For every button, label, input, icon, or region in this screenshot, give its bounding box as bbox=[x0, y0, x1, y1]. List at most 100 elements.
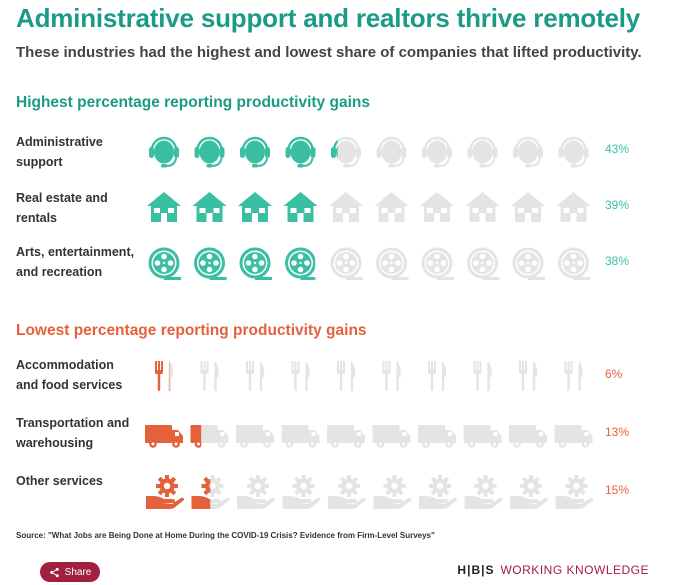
headset-icon bbox=[331, 139, 338, 159]
truck-icon bbox=[145, 425, 183, 448]
fork-knife-icon bbox=[246, 361, 265, 391]
value-label: 13% bbox=[605, 425, 630, 439]
industry-label-line: and recreation bbox=[16, 265, 103, 279]
fork-knife-icon bbox=[428, 361, 447, 391]
pictogram-bar bbox=[142, 125, 597, 175]
industry-label-line: Accommodation bbox=[16, 358, 114, 372]
industry-row: Transportation and warehousing bbox=[0, 408, 679, 458]
pictogram-bar bbox=[142, 466, 597, 516]
pictogram-fill-layer bbox=[145, 425, 202, 448]
fork-knife-icon bbox=[337, 361, 356, 391]
fork-knife-icon bbox=[382, 361, 401, 391]
industry-label-line: Arts, entertainment, bbox=[16, 245, 135, 259]
industry-label-line: Real estate and bbox=[16, 191, 108, 205]
share-icon bbox=[49, 567, 59, 577]
headset-icon bbox=[285, 136, 316, 168]
fork-knife-icon bbox=[564, 361, 583, 391]
truck-icon bbox=[236, 425, 274, 448]
value-label: 39% bbox=[605, 198, 630, 212]
headset-icon bbox=[194, 136, 225, 168]
pictogram-empty-layer bbox=[155, 361, 583, 391]
film-reel-icon bbox=[558, 247, 591, 280]
section-title-lowest: Lowest percentage reporting productivity… bbox=[16, 322, 367, 339]
industry-label-line: warehousing bbox=[16, 436, 94, 450]
pictogram-bar bbox=[142, 181, 597, 231]
pictogram-fill-layer bbox=[149, 136, 338, 168]
pictogram-svg bbox=[145, 425, 593, 448]
headset-icon bbox=[513, 136, 543, 168]
pictogram-fill-layer bbox=[148, 247, 315, 280]
chart-title: Administrative support and realtors thri… bbox=[16, 3, 641, 33]
pictogram-svg bbox=[146, 475, 594, 509]
brand-name: WORKING KNOWLEDGE bbox=[500, 563, 649, 577]
value-label: 38% bbox=[605, 254, 630, 268]
film-reel-icon bbox=[330, 247, 363, 280]
gear-hand-icon bbox=[191, 476, 211, 509]
house-icon bbox=[511, 192, 545, 222]
share-button[interactable]: Share bbox=[40, 562, 100, 582]
value-label: 15% bbox=[605, 483, 630, 497]
film-reel-icon bbox=[467, 247, 500, 280]
industry-label: Real estate and rentals bbox=[16, 188, 141, 228]
gear-hand-icon bbox=[237, 475, 275, 509]
house-icon bbox=[192, 192, 227, 222]
pictogram-bar bbox=[142, 408, 597, 458]
house-icon bbox=[420, 192, 454, 222]
film-reel-icon bbox=[512, 247, 545, 280]
gear-hand-icon bbox=[510, 475, 548, 509]
film-reel-icon bbox=[148, 247, 181, 280]
industry-row: Real estate and rentals bbox=[0, 181, 679, 231]
industry-label: Accommodation and food services bbox=[16, 355, 141, 395]
pictogram-fill-layer bbox=[147, 192, 318, 222]
industry-label-line: and food services bbox=[16, 378, 123, 392]
industry-label: Administrative support bbox=[16, 132, 141, 172]
truck-icon bbox=[463, 425, 502, 448]
headset-icon bbox=[376, 136, 407, 168]
gear-hand-icon bbox=[282, 475, 321, 509]
pictogram-fill-layer bbox=[155, 361, 170, 391]
industry-label-line: Transportation and bbox=[16, 416, 130, 430]
industry-label: Arts, entertainment, and recreation bbox=[16, 242, 141, 282]
pictogram-empty-layer bbox=[145, 425, 593, 448]
industry-row: Arts, entertainment, and recreation bbox=[0, 237, 679, 287]
industry-label-line: support bbox=[16, 155, 63, 169]
gear-hand-icon bbox=[464, 475, 503, 509]
pictogram-svg bbox=[147, 192, 591, 222]
gear-hand-icon bbox=[555, 475, 594, 509]
brand-logo[interactable]: H|B|S WORKING KNOWLEDGE bbox=[457, 563, 649, 577]
share-label: Share bbox=[64, 566, 92, 578]
film-reel-icon bbox=[376, 247, 409, 280]
industry-row: Other services bbox=[0, 466, 679, 516]
truck-icon bbox=[554, 425, 593, 448]
fork-knife-icon bbox=[473, 361, 492, 391]
section-title-highest: Highest percentage reporting productivit… bbox=[16, 94, 370, 111]
gear-hand-icon bbox=[419, 475, 457, 509]
industry-row: Administrative support bbox=[0, 125, 679, 175]
gear-hand-icon bbox=[146, 475, 184, 509]
truck-icon bbox=[327, 425, 365, 448]
headset-icon bbox=[149, 136, 179, 168]
truck-icon bbox=[509, 425, 547, 448]
pictogram-bar bbox=[142, 237, 597, 287]
film-reel-icon bbox=[285, 247, 315, 280]
truck-icon bbox=[372, 425, 411, 448]
house-icon bbox=[329, 192, 363, 222]
industry-label-line: Administrative bbox=[16, 135, 103, 149]
film-reel-icon bbox=[194, 247, 227, 280]
source-note: Source: "What Jobs are Being Done at Hom… bbox=[16, 531, 435, 540]
industry-label: Transportation and warehousing bbox=[16, 413, 141, 453]
chart-subtitle: These industries had the highest and low… bbox=[16, 44, 642, 61]
house-icon bbox=[465, 192, 500, 222]
pictogram-fill-layer bbox=[146, 475, 211, 509]
gear-hand-icon bbox=[328, 475, 366, 509]
pictogram-svg bbox=[149, 136, 589, 168]
industry-label: Other services bbox=[16, 471, 141, 491]
headset-icon bbox=[467, 136, 498, 168]
value-label: 43% bbox=[605, 142, 630, 156]
pictogram-svg bbox=[148, 247, 591, 280]
truck-icon bbox=[281, 425, 320, 448]
film-reel-icon bbox=[421, 247, 454, 280]
brand-hbs: H|B|S bbox=[457, 563, 495, 577]
value-label: 6% bbox=[605, 367, 623, 381]
film-reel-icon bbox=[239, 247, 272, 280]
